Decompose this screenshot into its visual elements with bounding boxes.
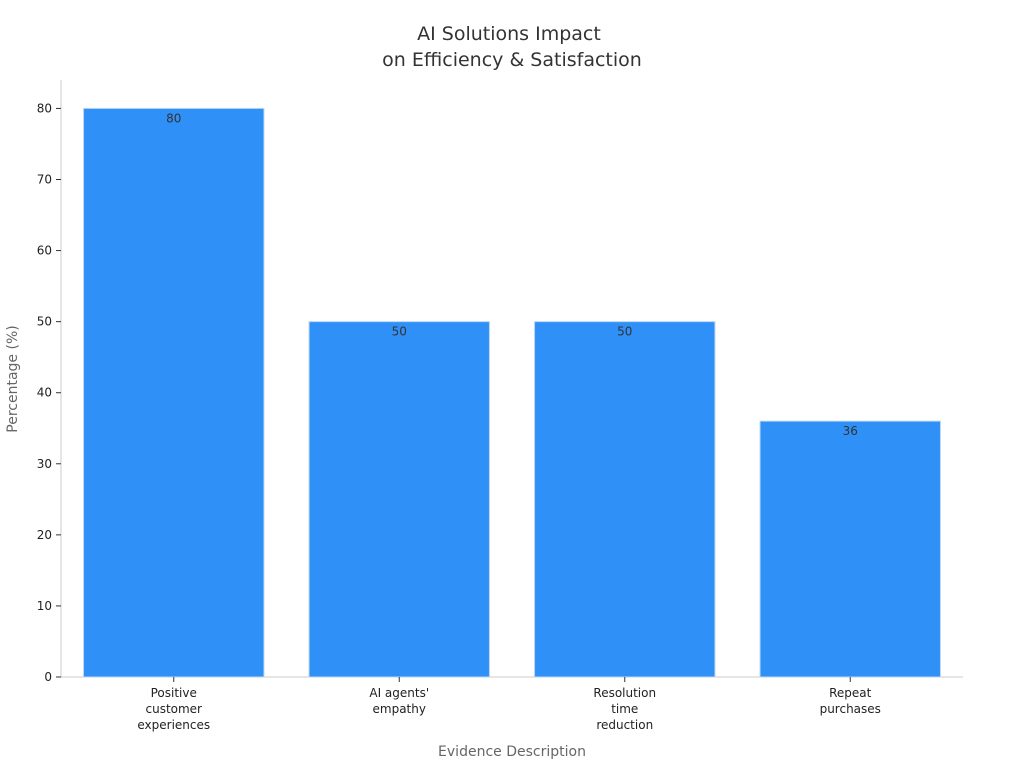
y-axis-title: Percentage (%)	[5, 325, 21, 432]
bar	[759, 420, 941, 678]
y-tick-label: 70	[37, 173, 52, 187]
bar-value-label: 50	[617, 325, 632, 339]
y-tick-label: 30	[37, 457, 52, 471]
x-tick-label-line: AI agents'	[369, 686, 429, 700]
y-tick-label: 50	[37, 315, 52, 329]
bar-value-label: 80	[166, 111, 181, 125]
x-tick-label: Resolution time reduction	[593, 686, 656, 732]
x-tick-label-line: Positive	[151, 686, 197, 700]
bar-value-label: 50	[392, 325, 407, 339]
x-tick-label-line: empathy	[373, 702, 426, 716]
y-tick-label: 60	[37, 244, 52, 258]
bar	[308, 321, 490, 678]
bar-value-label: 36	[843, 424, 858, 438]
y-tick-label: 10	[37, 599, 52, 613]
bar	[83, 107, 265, 678]
x-tick-label-line: time	[611, 702, 638, 716]
x-tick-label: Positive customer experiences	[137, 686, 210, 732]
x-tick-label-line: purchases	[820, 702, 881, 716]
x-tick-label-line: Resolution	[593, 686, 656, 700]
y-tick-label: 0	[44, 670, 52, 684]
x-tick-label: Repeat purchases	[820, 686, 881, 716]
x-tick-label-line: experiences	[137, 718, 210, 732]
chart-title-line-2: on Efficiency & Satisfaction	[382, 49, 642, 71]
bar	[534, 321, 716, 678]
x-axis-title: Evidence Description	[438, 744, 586, 760]
chart-title-line-1: AI Solutions Impact	[417, 23, 601, 45]
y-tick-label: 20	[37, 528, 52, 542]
y-tick-label: 40	[37, 386, 52, 400]
x-tick-label-line: customer	[145, 702, 202, 716]
x-tick-label: AI agents' empathy	[369, 686, 429, 716]
x-tick-label-line: Repeat	[829, 686, 872, 700]
x-tick-label-line: reduction	[596, 718, 653, 732]
y-tick-label: 80	[37, 101, 52, 115]
chart-title: AI Solutions Impact on Efficiency & Sati…	[382, 23, 642, 71]
plot-area: 0 10 20 30 40 50 60 70 80 80 Positive customer exper…	[37, 80, 963, 732]
